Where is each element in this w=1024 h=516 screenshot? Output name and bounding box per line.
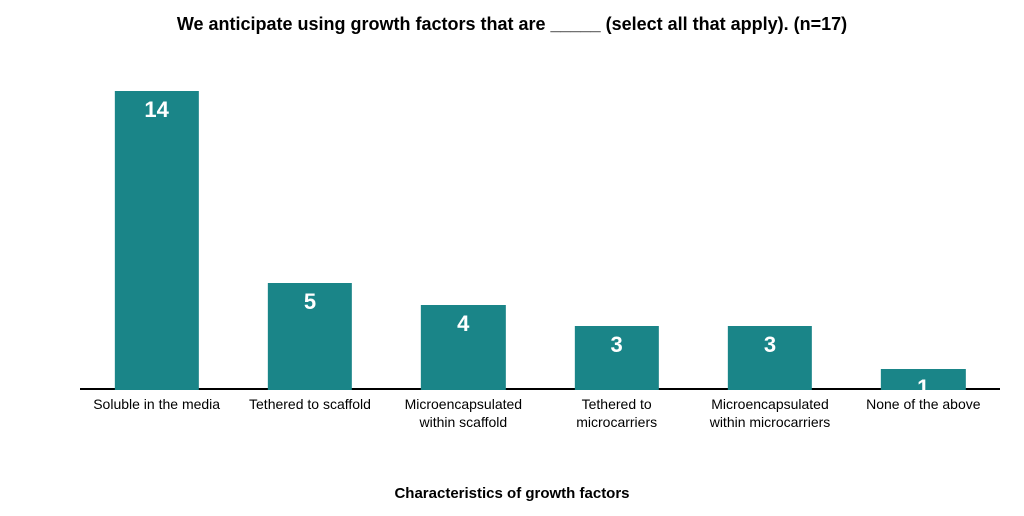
bar: 5 [268,283,352,390]
x-axis-label: Characteristics of growth factors [0,485,1024,502]
bar-value-label: 5 [268,289,352,315]
bar: 1 [881,369,965,390]
category-label: Tethered to scaffold [233,396,386,414]
bar-value-label: 4 [421,311,505,337]
bar-value-label: 14 [114,97,198,123]
bar-col: 14 [80,70,233,390]
category-label: Microencapsulated within microcarriers [693,396,846,431]
bar: 4 [421,305,505,390]
category-label: Microencapsulated within scaffold [387,396,540,431]
bar-col: 3 [540,70,693,390]
bar: 14 [114,91,198,390]
category-labels-row: Soluble in the media Tethered to scaffol… [80,396,1000,466]
bar: 3 [728,326,812,390]
bar-col: 3 [693,70,846,390]
chart-container: We anticipate using growth factors that … [0,0,1024,516]
category-label: Soluble in the media [80,396,233,414]
bar-col: 4 [387,70,540,390]
category-label: Tethered to microcarriers [540,396,693,431]
bar-value-label: 3 [574,332,658,358]
bar-col: 5 [233,70,386,390]
plot-area: 14 5 4 3 3 1 [80,70,1000,390]
bar: 3 [574,326,658,390]
bar-value-label: 3 [728,332,812,358]
bar-col: 1 [847,70,1000,390]
chart-title: We anticipate using growth factors that … [0,14,1024,35]
category-label: None of the above [847,396,1000,414]
